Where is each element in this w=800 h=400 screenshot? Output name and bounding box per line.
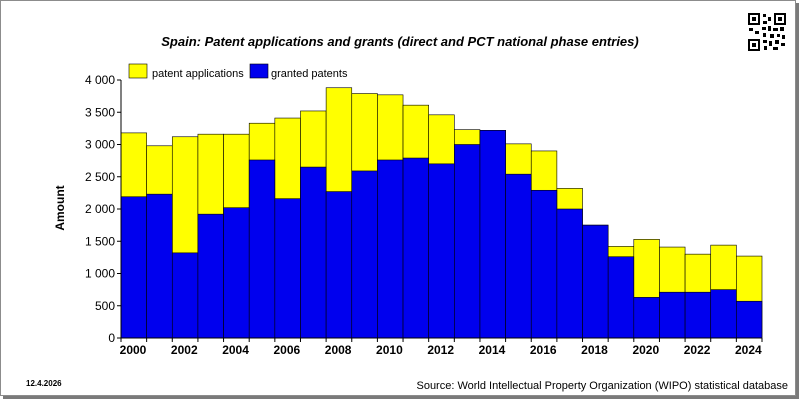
bar-granted-2022 [684,291,712,339]
x-tick-label: 2016 [530,343,557,357]
bar-granted-2024 [736,300,763,339]
bar-granted-2005 [248,159,276,339]
bar-granted-2015 [505,173,532,339]
x-tick-label: 2002 [171,343,198,357]
y-tick-label: 4 000 [85,73,115,87]
y-tick-label: 1 000 [85,267,115,281]
bar-granted-2011 [402,157,429,339]
x-tick-label: 2008 [325,343,352,357]
y-tick-label: 2 000 [85,202,115,216]
bar-granted-2018 [582,224,609,339]
bar-granted-2020 [633,297,660,339]
bar-granted-2023 [710,289,737,339]
bar-granted-2019 [607,256,635,339]
y-axis-label: Amount [53,185,67,230]
bar-granted-2001 [146,193,173,339]
bar-granted-2002 [171,252,199,339]
x-tick-label: 2022 [684,343,711,357]
y-tick-label: 500 [95,299,115,313]
x-tick-label: 2020 [632,343,659,357]
x-tick-label: 2006 [273,343,300,357]
x-tick-label: 2018 [581,343,608,357]
x-tick-label: 2000 [120,343,147,357]
y-tick-label: 0 [108,331,115,345]
bar-granted-2009 [351,170,378,339]
bar-granted-2008 [325,191,353,339]
legend-swatch-applications [128,63,148,79]
x-tick-label: 2024 [735,343,762,357]
qr-code-icon [747,12,787,52]
y-tick-label: 1 500 [85,234,115,248]
bar-granted-2000 [120,196,147,339]
bar-granted-2016 [530,189,558,339]
bar-granted-2013 [454,144,481,339]
bar-granted-2010 [377,159,404,339]
axes-layer: 0 500 1 000 1 500 2 000 2 500 3 000 3 500 4 000 2… [85,73,763,357]
x-tick-label: 2012 [427,343,454,357]
bar-granted-2006 [274,198,301,339]
bar-granted-2004 [223,207,250,339]
y-tick-label: 3 000 [85,138,115,152]
x-tick-label: 2010 [376,343,403,357]
bar-granted-2021 [659,291,686,339]
legend-label: granted patents [271,68,348,80]
bar-granted-2007 [300,166,327,339]
legend-swatch-granted [249,63,269,79]
bar-granted-2012 [428,163,455,339]
x-tick-label: 2014 [479,343,506,357]
y-tick-label: 2 500 [85,170,115,184]
bar-granted-2014 [479,130,506,339]
y-tick-label: 3 500 [85,105,115,119]
legend-label: patent applications [152,68,244,80]
bars-layer [120,80,763,339]
chart-title: Spain: Patent applications and grants (d… [161,34,639,49]
date-stamp: 12.4.2026 [26,379,62,388]
source-note: Source: World Intellectual Property Orga… [416,380,788,392]
x-tick-label: 2004 [222,343,249,357]
bar-granted-2003 [197,213,224,339]
bar-granted-2017 [556,208,583,339]
legend: patent applications granted patents [128,63,348,80]
